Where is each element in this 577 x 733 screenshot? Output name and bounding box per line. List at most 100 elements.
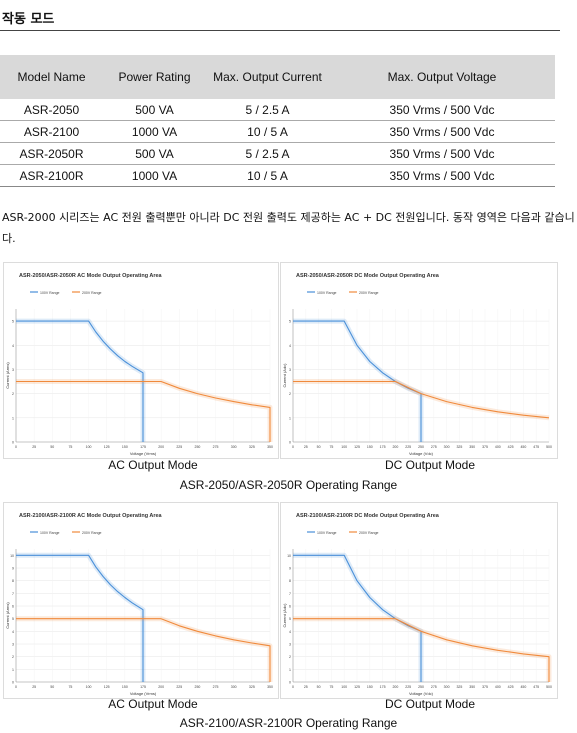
y-tick-label: 6: [12, 605, 14, 609]
x-tick-label: 0: [292, 685, 294, 689]
x-tick-label: 225: [405, 685, 411, 689]
y-tick-label: 5: [12, 617, 14, 621]
cell-power: 1000 VA: [103, 164, 206, 187]
legend-label: 100V Range: [317, 291, 337, 295]
y-tick-label: 7: [289, 592, 291, 596]
header-max-output-voltage: Max. Output Voltage: [329, 55, 555, 99]
chart-2100-dc: ASR-2100/ASR-2100R DC Mode Output Operat…: [280, 502, 558, 699]
range-caption: ASR-2100/ASR-2100R Operating Range: [179, 716, 398, 730]
y-tick-label: 1: [12, 668, 14, 672]
x-tick-label: 500: [546, 445, 552, 449]
spec-table: Model Name Power Rating Max. Output Curr…: [0, 55, 555, 187]
y-tick-label: 2: [12, 392, 14, 396]
x-tick-label: 100: [86, 445, 92, 449]
y-axis-label: Current (Arms): [5, 602, 10, 629]
x-tick-label: 150: [367, 685, 373, 689]
cell-current: 5 / 2.5 A: [206, 142, 329, 165]
x-tick-label: 275: [431, 445, 437, 449]
x-tick-label: 0: [292, 445, 294, 449]
chart-caption: DC Output Mode: [384, 458, 476, 472]
chart-title: ASR-2100/ASR-2100R DC Mode Output Operat…: [296, 513, 440, 519]
y-tick-label: 1: [12, 416, 14, 420]
x-tick-label: 300: [444, 445, 450, 449]
y-tick-label: 0: [12, 681, 14, 685]
chart-2100-ac: ASR-2100/ASR-2100R AC Mode Output Operat…: [3, 502, 279, 699]
y-tick-label: 9: [12, 567, 14, 571]
x-axis-label: Voltage (Vrms): [130, 451, 157, 456]
x-tick-label: 175: [140, 685, 146, 689]
legend-label: 200V Range: [82, 531, 102, 535]
x-tick-label: 325: [456, 685, 462, 689]
x-tick-label: 50: [317, 445, 321, 449]
cell-model: ASR-2050: [0, 99, 103, 121]
x-tick-label: 175: [140, 445, 146, 449]
x-tick-label: 275: [213, 445, 219, 449]
chart-title: ASR-2050/ASR-2050R DC Mode Output Operat…: [296, 273, 440, 279]
x-tick-label: 150: [122, 685, 128, 689]
range-caption: ASR-2050/ASR-2050R Operating Range: [179, 478, 398, 492]
x-axis-label: Voltage (Vdc): [409, 451, 434, 456]
x-tick-label: 200: [158, 445, 164, 449]
series-line: [16, 554, 144, 682]
x-tick-label: 275: [213, 685, 219, 689]
x-tick-label: 150: [367, 445, 373, 449]
series-line: [293, 380, 550, 419]
x-tick-label: 200: [392, 685, 398, 689]
y-tick-label: 4: [289, 344, 291, 348]
title-divider: [0, 30, 560, 31]
y-tick-label: 9: [289, 567, 291, 571]
y-tick-label: 4: [12, 344, 14, 348]
cell-power: 500 VA: [103, 99, 206, 121]
x-tick-label: 250: [195, 685, 201, 689]
y-tick-label: 10: [10, 554, 14, 558]
x-tick-label: 25: [304, 685, 308, 689]
table-row: ASR-2050R 500 VA 5 / 2.5 A 350 Vrms / 50…: [0, 142, 555, 165]
x-tick-label: 375: [482, 445, 488, 449]
legend-label: 100V Range: [317, 531, 337, 535]
y-tick-label: 0: [12, 441, 14, 445]
cell-model: ASR-2050R: [0, 142, 103, 165]
chart-2050-dc: ASR-2050/ASR-2050R DC Mode Output Operat…: [280, 262, 558, 459]
cell-current: 5 / 2.5 A: [206, 99, 329, 121]
x-tick-label: 75: [68, 445, 72, 449]
x-tick-label: 325: [249, 685, 255, 689]
x-tick-label: 125: [104, 445, 110, 449]
x-tick-label: 100: [341, 685, 347, 689]
x-tick-label: 425: [508, 685, 514, 689]
x-tick-label: 475: [533, 445, 539, 449]
y-tick-label: 8: [289, 579, 291, 583]
y-tick-label: 6: [289, 605, 291, 609]
chart-caption: DC Output Mode: [384, 697, 476, 711]
y-tick-label: 5: [289, 320, 291, 324]
x-tick-label: 250: [418, 685, 424, 689]
chart-svg: ASR-2050/ASR-2050R AC Mode Output Operat…: [5, 273, 273, 456]
cell-voltage: 350 Vrms / 500 Vdc: [329, 164, 555, 187]
x-tick-label: 125: [354, 685, 360, 689]
table-row: ASR-2050 500 VA 5 / 2.5 A 350 Vrms / 500…: [0, 99, 555, 121]
header-model-name: Model Name: [0, 55, 103, 99]
cell-current: 10 / 5 A: [206, 120, 329, 143]
cell-model: ASR-2100R: [0, 164, 103, 187]
x-tick-label: 75: [329, 445, 333, 449]
y-tick-label: 8: [12, 579, 14, 583]
x-tick-label: 225: [176, 445, 182, 449]
description-text: ASR-2000 시리즈는 AC 전원 출력뿐만 아니라 DC 전원 출력도 제…: [2, 211, 575, 245]
x-tick-label: 250: [195, 445, 201, 449]
series-line: [293, 618, 550, 682]
x-tick-label: 300: [444, 685, 450, 689]
legend-label: 100V Range: [40, 531, 60, 535]
x-tick-label: 325: [456, 445, 462, 449]
chart-svg: ASR-2050/ASR-2050R DC Mode Output Operat…: [282, 273, 552, 456]
x-tick-label: 500: [546, 685, 552, 689]
y-tick-label: 1: [289, 416, 291, 420]
x-tick-label: 125: [104, 685, 110, 689]
x-tick-label: 300: [231, 445, 237, 449]
x-axis-label: Voltage (Vrms): [130, 691, 157, 696]
y-tick-label: 2: [289, 655, 291, 659]
x-tick-label: 350: [469, 445, 475, 449]
table-row: ASR-2100R 1000 VA 10 / 5 A 350 Vrms / 50…: [0, 164, 555, 187]
legend-label: 200V Range: [359, 531, 379, 535]
x-tick-label: 250: [418, 445, 424, 449]
x-tick-label: 475: [533, 685, 539, 689]
cell-power: 500 VA: [103, 142, 206, 165]
